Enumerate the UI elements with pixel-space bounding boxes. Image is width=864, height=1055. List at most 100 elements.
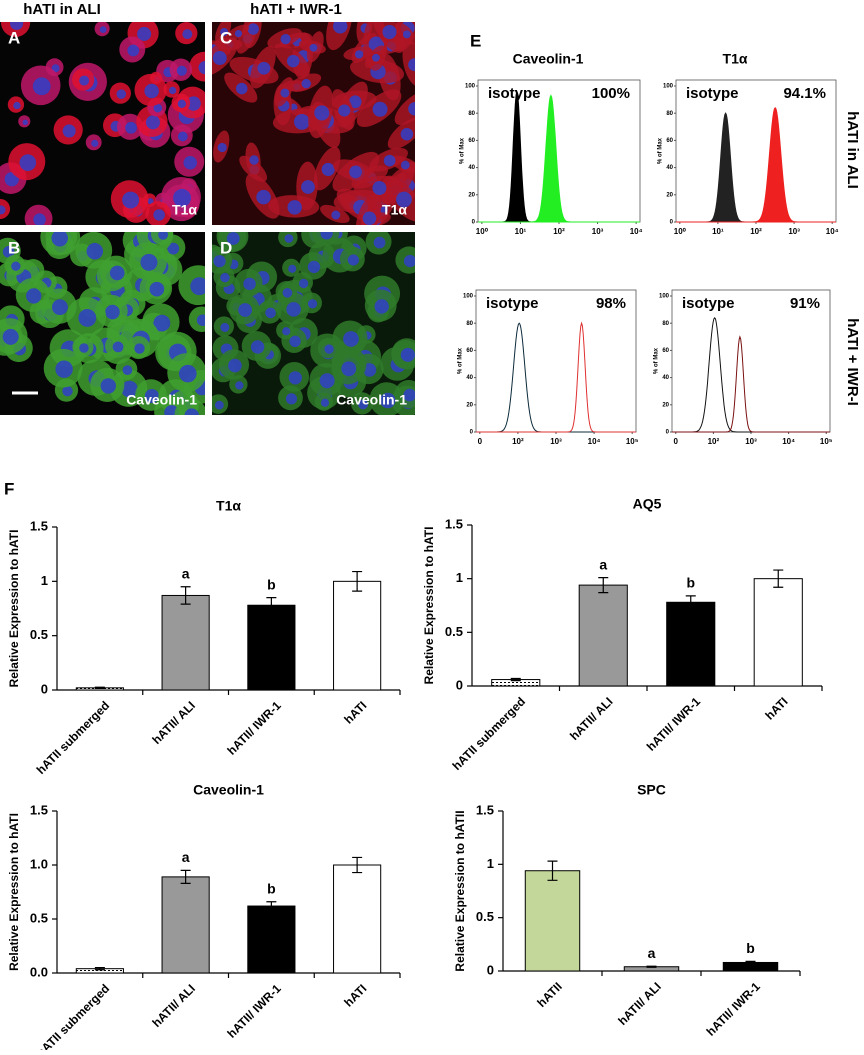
- flow-x-tick-label: 10²: [553, 227, 565, 236]
- nucleus: [332, 22, 348, 34]
- flow-plot-frame: [671, 289, 831, 433]
- nucleus: [349, 165, 362, 179]
- nucleus: [319, 373, 335, 389]
- nucleus: [408, 102, 415, 116]
- bar: [753, 578, 803, 687]
- flow-x-tick-label: 10¹: [712, 227, 724, 236]
- error-bar: [266, 901, 277, 911]
- x-tick-label: hATII/ IWR-1: [704, 979, 763, 1038]
- nucleus: [301, 180, 315, 194]
- error-bar: [773, 569, 784, 588]
- micrograph: C T1α: [212, 22, 415, 225]
- nucleus: [116, 89, 127, 99]
- percent-label: 91%: [790, 295, 820, 312]
- nucleus: [32, 77, 51, 96]
- x-tick-label: hATI: [341, 981, 369, 1009]
- error-bar: [180, 586, 191, 605]
- flow-y-tick-label: 100: [663, 84, 674, 90]
- nucleus: [321, 162, 335, 177]
- nucleus: [182, 29, 193, 40]
- nucleus: [362, 211, 377, 225]
- nucleus: [158, 232, 169, 240]
- significance-label: a: [182, 565, 190, 581]
- nucleus: [228, 358, 242, 373]
- x-tick-label: hATII/ ALI: [149, 981, 198, 1030]
- flow-histogram-curve: [478, 94, 640, 223]
- flow-y-tick-label: 60: [666, 138, 673, 144]
- chart-title: T1α: [216, 498, 241, 514]
- isotype-label: isotype: [486, 295, 539, 312]
- nucleus: [145, 115, 160, 130]
- nucleus: [382, 24, 397, 40]
- flow-x-tick-label: 10³: [745, 437, 757, 446]
- nucleus: [403, 388, 415, 402]
- flow-x-tick-label: 10²: [708, 437, 720, 446]
- nucleus: [256, 189, 271, 205]
- bar: [333, 864, 382, 974]
- nucleus: [372, 53, 380, 62]
- x-tick-label: hATII: [534, 979, 564, 1009]
- stain-label: T1α: [382, 202, 407, 218]
- significance-label: b: [267, 576, 276, 592]
- flow-x-tick-label: 10³: [550, 437, 562, 446]
- nucleus: [286, 54, 300, 68]
- error-bar: [598, 576, 609, 594]
- nucleus: [19, 154, 37, 171]
- nucleus: [2, 328, 19, 345]
- nucleus: [372, 101, 388, 117]
- error-bar: [94, 686, 105, 689]
- error-bar: [510, 677, 521, 682]
- flow-y-tick-label: 80: [468, 111, 475, 117]
- x-tick-label: hATI: [762, 694, 790, 722]
- y-axis-label: Relative Expression to hATI: [422, 527, 436, 685]
- nucleus: [374, 299, 389, 314]
- flow-x-tick-label: 10²: [750, 227, 762, 236]
- flow-y-tick-label: 40: [468, 165, 475, 171]
- nucleus: [324, 344, 334, 354]
- y-tick-label: 0: [41, 681, 48, 696]
- nucleus: [400, 160, 410, 170]
- nucleus: [13, 101, 21, 110]
- nucleus: [140, 253, 158, 271]
- nucleus: [373, 236, 386, 249]
- column-title: hATI in ALI: [23, 1, 100, 18]
- nucleus: [22, 119, 28, 126]
- flow-y-tick-label: 0: [670, 220, 674, 226]
- flow-y-tick-label: 20: [662, 402, 669, 408]
- flow-y-tick-label: 100: [659, 294, 670, 300]
- nucleus: [396, 191, 412, 208]
- error-bar: [745, 960, 756, 965]
- y-axis-label: Relative Expression to hATI: [7, 813, 21, 971]
- flow-y-axis-label: % of Max: [460, 137, 466, 164]
- nucleus: [168, 86, 177, 95]
- flow-y-axis-label: % of Max: [658, 137, 664, 164]
- flow-x-tick-label: 10⁰: [476, 227, 489, 236]
- nucleus: [122, 365, 133, 376]
- flow-column-title: T1α: [723, 51, 748, 67]
- nucleus: [314, 105, 330, 121]
- y-tick-label: 0: [456, 677, 463, 692]
- nucleus: [289, 335, 301, 348]
- flow-x-tick-label: 10⁴: [588, 437, 601, 446]
- flow-y-tick-label: 80: [466, 321, 473, 327]
- nucleus: [220, 27, 229, 37]
- nucleus: [62, 124, 76, 138]
- nucleus: [186, 96, 201, 111]
- flow-y-tick-label: 40: [466, 375, 473, 381]
- nucleus: [2, 245, 15, 258]
- nucleus: [402, 30, 411, 39]
- y-tick-label: 0.5: [30, 627, 48, 642]
- flow-row-label: hATI + IWR-I: [844, 318, 861, 406]
- nucleus: [184, 408, 199, 415]
- nucleus: [109, 265, 125, 281]
- x-tick-label: hATII/ IWR-1: [224, 698, 283, 757]
- nucleus: [282, 327, 291, 336]
- y-tick-label: 0.5: [445, 624, 463, 639]
- flow-y-tick-label: 20: [468, 192, 475, 198]
- x-tick-label: hATII submerged: [34, 981, 113, 1050]
- flow-y-tick-label: 20: [666, 192, 673, 198]
- nucleus: [383, 154, 396, 167]
- nucleus: [62, 385, 73, 397]
- nucleus: [78, 308, 97, 327]
- micrograph: A T1α: [0, 22, 205, 225]
